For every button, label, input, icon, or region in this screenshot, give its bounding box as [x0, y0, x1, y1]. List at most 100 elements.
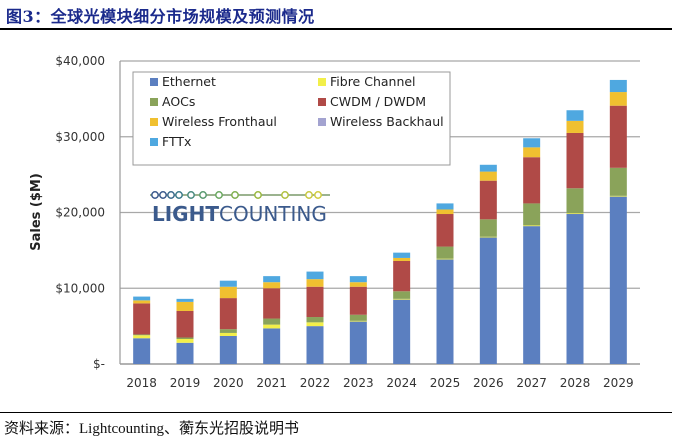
bar-segment-wireless-fronthaul	[133, 300, 151, 304]
bar-segment-cwdm-dwdm	[479, 180, 497, 220]
legend-swatch	[150, 98, 158, 106]
bar-segment-cwdm-dwdm	[306, 286, 324, 318]
bar-segment-fibre-channel	[609, 195, 627, 197]
x-tick-label: 2026	[473, 376, 504, 390]
bar-segment-wireless-fronthaul	[393, 257, 411, 261]
bar-segment-ethernet	[566, 214, 584, 364]
bar-segment-fttx	[133, 296, 151, 301]
bar-segment-wireless-fronthaul	[176, 301, 194, 311]
bar-segment-cwdm-dwdm	[436, 214, 454, 247]
legend: Ethernet Fibre Channel AOCs CWDM / DWDM Wire…	[132, 71, 451, 166]
legend-label: CWDM / DWDM	[330, 94, 426, 109]
bar-segment-cwdm-dwdm	[219, 298, 237, 330]
bar-segment-ethernet	[436, 259, 454, 364]
legend-label: Ethernet	[162, 74, 216, 89]
bar-segment-fttx	[219, 280, 237, 287]
bar-segment-aocs	[133, 334, 151, 336]
bar-segment-cwdm-dwdm	[176, 310, 194, 338]
bar-segment-fibre-channel	[176, 339, 194, 343]
legend-label: AOCs	[162, 94, 195, 109]
logo-dot	[254, 191, 262, 199]
bar-segment-fibre-channel	[263, 324, 281, 329]
x-tick-label: 2028	[560, 376, 591, 390]
y-tick-label: $30,000	[55, 130, 105, 144]
bar-segment-ethernet	[349, 321, 367, 364]
bar-segment-ethernet	[306, 326, 324, 364]
x-tick-label: 2021	[256, 376, 287, 390]
bar-segment-wireless-fronthaul	[349, 282, 367, 287]
bar-segment-aocs	[566, 188, 584, 214]
legend-swatch	[318, 98, 326, 106]
bar-segment-fibre-channel	[133, 335, 151, 339]
y-tick-label: $40,000	[55, 54, 105, 68]
bar-segment-ethernet	[219, 335, 237, 364]
bar-segment-aocs	[479, 219, 497, 237]
bar-segment-fibre-channel	[219, 332, 237, 336]
bar-segment-wireless-fronthaul	[219, 286, 237, 299]
bar-segment-cwdm-dwdm	[566, 132, 584, 189]
bar-segment-ethernet	[609, 196, 627, 364]
logo-dot	[187, 191, 195, 199]
bar-segment-fttx	[436, 203, 454, 210]
source-rule	[0, 412, 672, 413]
bar-segment-cwdm-dwdm	[133, 303, 151, 335]
figure-title: 图3：全球光模块细分市场规模及预测情况	[6, 7, 315, 26]
logo-dot	[175, 191, 183, 199]
legend-swatch	[318, 118, 326, 126]
bar-segment-ethernet	[133, 338, 151, 364]
bar-segment-fibre-channel	[479, 236, 497, 238]
y-axis-label: Sales ($M)	[29, 173, 44, 251]
legend-box	[132, 71, 451, 166]
bar-segment-fibre-channel	[436, 258, 454, 260]
bar-segment-cwdm-dwdm	[349, 286, 367, 315]
bar-segment-ethernet	[479, 237, 497, 364]
bar-segment-fttx	[306, 271, 324, 280]
bar-segment-aocs	[176, 337, 194, 340]
bar-segment-wireless-fronthaul	[436, 209, 454, 215]
legend-swatch	[150, 138, 158, 146]
x-tick-label: 2024	[386, 376, 417, 390]
bar-segment-aocs	[219, 329, 237, 333]
bar-segment-fttx	[523, 138, 541, 148]
bar-segment-aocs	[263, 318, 281, 325]
logo-dot	[305, 191, 313, 199]
bar-segment-ethernet	[393, 299, 411, 364]
x-tick-label: 2020	[213, 376, 244, 390]
logo-dot	[215, 191, 223, 199]
bar-segment-fttx	[609, 79, 627, 93]
stacked-bar-chart: $- $10,000 $20,000 $30,000 $40,000 Sales ($M…	[29, 54, 640, 390]
bar-segment-wireless-fronthaul	[263, 282, 281, 289]
bar-segment-fibre-channel	[306, 322, 324, 327]
bar-segment-fibre-channel	[349, 320, 367, 322]
bar-segment-ethernet	[176, 342, 194, 364]
legend-swatch	[318, 78, 326, 86]
logo-dot	[314, 191, 322, 199]
bar-segment-cwdm-dwdm	[263, 288, 281, 319]
logo-dot	[159, 191, 167, 199]
legend-label: Wireless Backhaul	[330, 114, 444, 129]
x-tick-labels: 2018 2019 2020 2021 2022 2023 2024 2025 2026 2027…	[126, 376, 633, 390]
bar-segment-fttx	[349, 276, 367, 283]
bar-segment-fttx	[566, 110, 584, 121]
logo-text-light: COUNTING	[219, 202, 327, 226]
logo-text-bold: LIGHT	[152, 202, 219, 226]
bar-segment-aocs	[609, 167, 627, 196]
bar-segment-fttx	[176, 298, 194, 302]
logo-dot	[199, 191, 207, 199]
x-tick-label: 2018	[126, 376, 157, 390]
bar-segment-fibre-channel	[566, 213, 584, 215]
bars	[133, 79, 627, 364]
bar-segment-aocs	[349, 314, 367, 321]
y-tick-label: $20,000	[55, 206, 105, 220]
bar-segment-wireless-fronthaul	[566, 120, 584, 133]
bar-segment-ethernet	[263, 328, 281, 364]
bar-segment-fttx	[393, 252, 411, 258]
bar-segment-cwdm-dwdm	[609, 105, 627, 168]
x-tick-label: 2027	[516, 376, 547, 390]
bar-segment-aocs	[523, 203, 541, 226]
source-note: 资料来源：Lightcounting、蘅东光招股说明书	[4, 421, 299, 437]
lightcounting-logo: LIGHTCOUNTING	[150, 191, 330, 226]
y-tick-label: $10,000	[55, 281, 105, 295]
bar-segment-aocs	[393, 291, 411, 299]
y-tick-labels: $- $10,000 $20,000 $30,000 $40,000	[55, 54, 105, 371]
